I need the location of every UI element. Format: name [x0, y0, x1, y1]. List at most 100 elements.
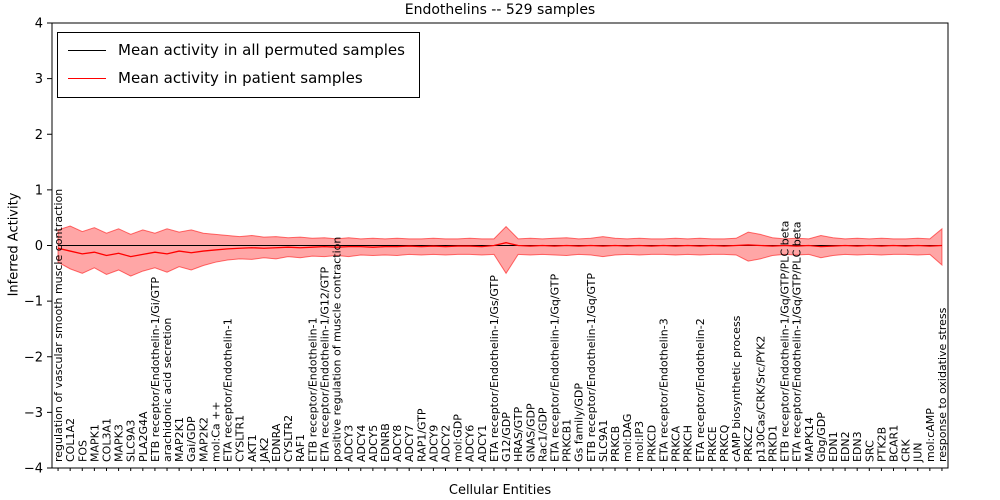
x-tick-label: SLC9A3 — [125, 420, 138, 462]
patient-spread-band — [57, 225, 943, 277]
x-tick-label: AKT1 — [246, 434, 259, 462]
x-tick-label: ADCY9 — [427, 425, 440, 462]
y-tick-label: −2 — [24, 350, 43, 365]
x-tick-label: PRKCA — [670, 425, 683, 462]
x-tick-labels: regulation of vascular smooth muscle con… — [52, 189, 949, 463]
x-axis-label: Cellular Entities — [448, 483, 552, 498]
x-tick-label: ADCY4 — [355, 425, 368, 462]
x-tick-label: ADCY1 — [476, 425, 489, 462]
x-axis — [57, 468, 943, 471]
x-tick-label: PRKCH — [682, 425, 695, 462]
x-tick-label: PRKCD — [645, 425, 658, 462]
legend-label-patient: Mean activity in patient samples — [118, 69, 363, 87]
x-tick-label: response to oxidative stress — [936, 307, 949, 462]
legend-item-permuted: Mean activity in all permuted samples — [68, 39, 405, 61]
y-tick-label: −4 — [24, 462, 43, 477]
x-tick-label: ETA receptor/Endothelin-1 — [222, 318, 235, 462]
x-tick-label: EDNRB — [379, 423, 392, 462]
x-tick-label: ETB receptor/Endothelin-1/Gq/GTP/PLC bet… — [779, 221, 792, 462]
legend: Mean activity in all permuted samples Me… — [57, 32, 420, 98]
x-tick-label: FOS — [76, 440, 89, 462]
x-tick-label: CYSLTR2 — [282, 415, 295, 462]
y-tick-label: 2 — [35, 128, 43, 143]
x-tick-label: EDN2 — [839, 431, 852, 462]
x-tick-label: ADCY8 — [391, 425, 404, 462]
x-tick-label: GNAS/GDP — [524, 403, 537, 462]
x-tick-label: RAP1/GTP — [415, 408, 428, 462]
y-tick-label: −1 — [24, 295, 43, 310]
x-tick-label: Gs family/GDP — [573, 383, 586, 462]
x-tick-label: BCAR1 — [888, 425, 901, 462]
x-tick-label: regulation of vascular smooth muscle con… — [52, 189, 65, 462]
x-tick-label: MAP2K1 — [173, 417, 186, 462]
x-tick-label: MAPK14 — [803, 417, 816, 462]
x-tick-label: mol:cAMP — [924, 408, 937, 462]
x-tick-label: RAF1 — [294, 434, 307, 462]
x-tick-label: p130Cas/CRK/Src/PYK2 — [754, 336, 767, 462]
y-axis-label: Inferred Activity — [6, 192, 22, 297]
x-tick-label: ETA receptor/Endothelin-1/G12/GTP — [318, 267, 331, 462]
x-tick-label: positive regulation of muscle contractio… — [331, 237, 344, 462]
x-tick-label: SLC9A1 — [597, 420, 610, 462]
x-tick-label: PLA2G4A — [137, 411, 150, 462]
x-tick-label: EDNRA — [270, 423, 283, 462]
x-tick-label: MAPK3 — [113, 424, 126, 462]
x-tick-label: mol:GDP — [452, 414, 465, 462]
x-tick-label: ETB receptor/Endothelin-1/Gq/GTP — [585, 273, 598, 462]
y-tick-label: 4 — [35, 17, 43, 32]
patient-line-swatch — [68, 77, 106, 79]
x-tick-label: PRKD1 — [766, 425, 779, 462]
x-tick-label: SRC — [863, 440, 876, 462]
x-tick-label: COL3A1 — [100, 418, 113, 462]
y-axis: 4 3 2 1 0 −1 −2 −3 −4 — [24, 17, 52, 477]
x-tick-label: ETB receptor/Endothelin-1 — [306, 317, 319, 462]
x-tick-label: ADCY3 — [343, 425, 356, 462]
chart-title: Endothelins -- 529 samples — [404, 2, 596, 18]
x-tick-label: EDN3 — [851, 431, 864, 462]
x-tick-label: ETA receptor/Endothelin-3 — [657, 318, 670, 462]
x-tick-label: Gbg/GDP — [815, 412, 828, 462]
legend-item-patient: Mean activity in patient samples — [68, 67, 405, 89]
x-tick-label: PRKCE — [706, 426, 719, 462]
x-tick-label: G12/GDP — [500, 412, 513, 462]
y-tick-label: −3 — [24, 406, 43, 421]
x-tick-label: JAK2 — [258, 437, 271, 463]
x-tick-label: Rac1/GDP — [536, 407, 549, 462]
x-tick-label: MAP2K2 — [197, 417, 210, 462]
x-tick-label: MAPK1 — [88, 424, 101, 462]
x-tick-label: ETA receptor/Endothelin-1/Gq/GTP/PLC bet… — [791, 221, 804, 462]
x-tick-label: ADCY5 — [367, 425, 380, 462]
legend-label-permuted: Mean activity in all permuted samples — [118, 41, 405, 59]
x-tick-label: JUN — [912, 442, 925, 463]
x-tick-label: cAMP biosynthetic process — [730, 315, 743, 462]
x-tick-label: mol:Ca ++ — [209, 401, 222, 462]
x-tick-label: mol:DAG — [621, 414, 634, 462]
x-tick-label: COL1A2 — [64, 418, 77, 462]
permuted-line-swatch — [68, 49, 106, 51]
x-tick-label: CYSLTR1 — [234, 415, 247, 462]
y-tick-label: 1 — [35, 183, 43, 198]
x-tick-label: ADCY2 — [440, 425, 453, 462]
x-tick-label: CRK — [900, 439, 913, 462]
x-tick-label: ADCY7 — [403, 425, 416, 462]
x-tick-label: ETB receptor/Endothelin-1/Gi/GTP — [149, 277, 162, 462]
x-tick-label: PRKCQ — [718, 424, 731, 462]
x-tick-label: HRAS/GTP — [512, 406, 525, 462]
y-tick-label: 0 — [35, 239, 43, 254]
x-tick-label: Gai/GDP — [185, 416, 198, 462]
x-tick-label: mol:IP3 — [633, 421, 646, 462]
x-tick-label: EDN1 — [827, 431, 840, 462]
x-tick-label: arachidonic acid secretion — [161, 318, 174, 462]
x-tick-label: ETA receptor/Endothelin-2 — [694, 318, 707, 462]
x-tick-label: PRKCZ — [742, 425, 755, 462]
y-tick-label: 3 — [35, 72, 43, 87]
x-tick-label: ETA receptor/Endothelin-1/Gs/GTP — [488, 275, 501, 462]
x-tick-label: ADCY6 — [464, 425, 477, 462]
x-tick-label: PTK2B — [875, 427, 888, 462]
x-tick-label: ETA receptor/Endothelin-1/Gq/GTP — [548, 274, 561, 462]
x-tick-label: PRKCB — [609, 426, 622, 462]
patient-mean-line — [57, 242, 942, 258]
x-tick-label: PRKCB1 — [561, 419, 574, 462]
